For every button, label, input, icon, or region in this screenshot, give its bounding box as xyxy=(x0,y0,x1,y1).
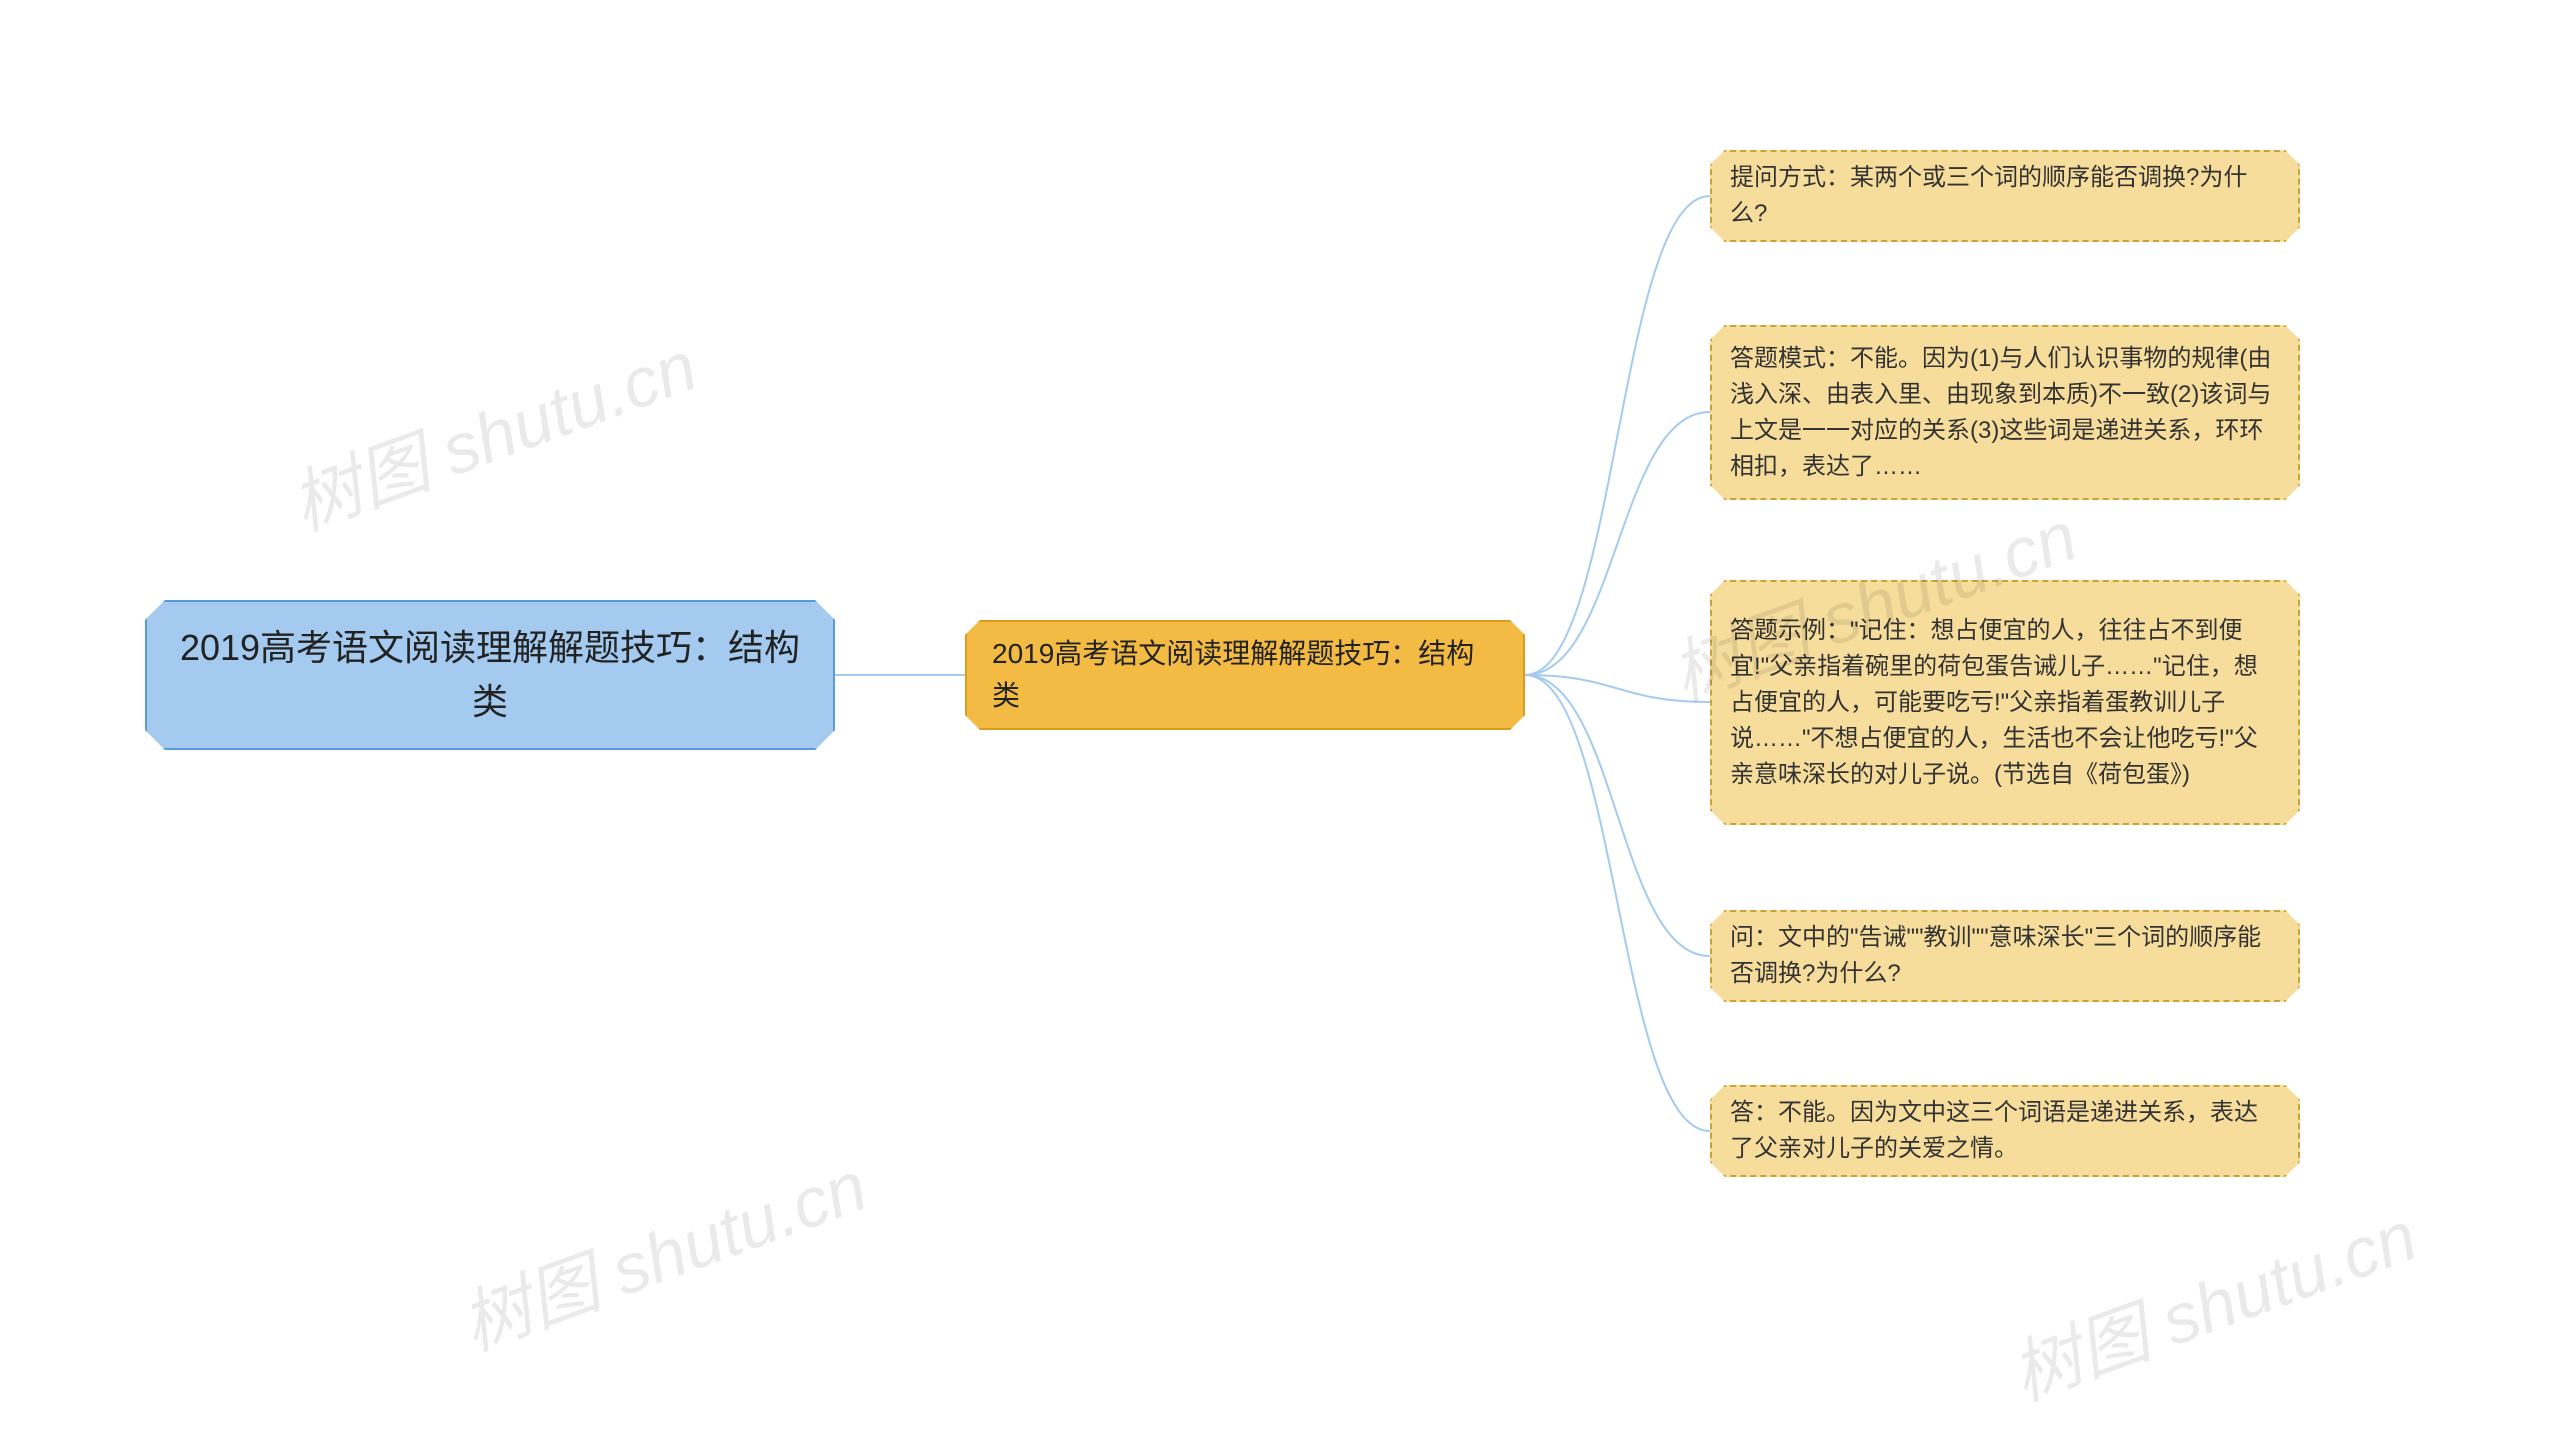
mid-node[interactable]: 2019高考语文阅读理解解题技巧：结构类 xyxy=(965,620,1525,730)
leaf-node-5[interactable]: 答：不能。因为文中这三个词语是递进关系，表达了父亲对儿子的关爱之情。 xyxy=(1710,1085,2300,1177)
leaf-node-5-text: 答：不能。因为文中这三个词语是递进关系，表达了父亲对儿子的关爱之情。 xyxy=(1730,1095,2280,1167)
root-node[interactable]: 2019高考语文阅读理解解题技巧：结构类 xyxy=(145,600,835,750)
leaf-node-2[interactable]: 答题模式：不能。因为(1)与人们认识事物的规律(由浅入深、由表入里、由现象到本质… xyxy=(1710,325,2300,500)
leaf-node-4-text: 问：文中的"告诫""教训""意味深长"三个词的顺序能否调换?为什么? xyxy=(1730,920,2280,992)
leaf-node-2-text: 答题模式：不能。因为(1)与人们认识事物的规律(由浅入深、由表入里、由现象到本质… xyxy=(1730,341,2280,485)
watermark-4: 树图 shutu.cn xyxy=(1996,1181,2429,1421)
leaf-node-1[interactable]: 提问方式：某两个或三个词的顺序能否调换?为什么? xyxy=(1710,150,2300,242)
root-node-text: 2019高考语文阅读理解解题技巧：结构类 xyxy=(177,621,803,729)
connector xyxy=(1525,196,1710,675)
connector xyxy=(1525,675,1710,1131)
watermark-3: 树图 shutu.cn xyxy=(446,1131,879,1371)
mid-node-text: 2019高考语文阅读理解解题技巧：结构类 xyxy=(992,633,1498,717)
leaf-node-4[interactable]: 问：文中的"告诫""教训""意味深长"三个词的顺序能否调换?为什么? xyxy=(1710,910,2300,1002)
leaf-node-1-text: 提问方式：某两个或三个词的顺序能否调换?为什么? xyxy=(1730,160,2280,232)
connector xyxy=(1525,675,1710,702)
connector xyxy=(1525,412,1710,675)
watermark-1: 树图 shutu.cn xyxy=(276,311,709,551)
leaf-node-3-text: 答题示例："记住：想占便宜的人，往往占不到便宜!"父亲指着碗里的荷包蛋告诫儿子…… xyxy=(1730,613,2280,793)
connector xyxy=(1525,675,1710,956)
leaf-node-3[interactable]: 答题示例："记住：想占便宜的人，往往占不到便宜!"父亲指着碗里的荷包蛋告诫儿子…… xyxy=(1710,580,2300,825)
